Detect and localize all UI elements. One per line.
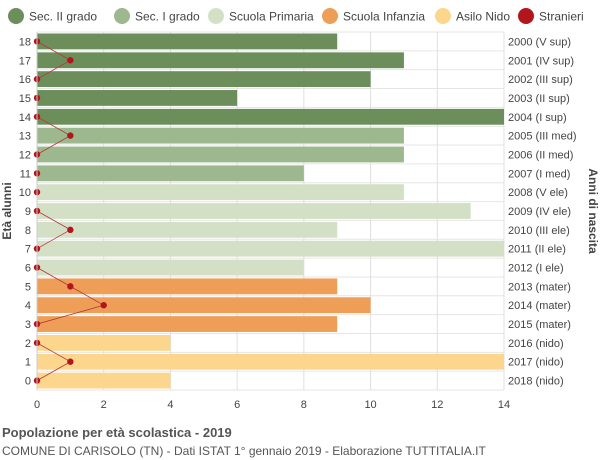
age-label: 17 xyxy=(19,55,31,67)
legend-marker-5 xyxy=(518,8,534,24)
age-label: 6 xyxy=(25,263,31,275)
stranieri-point xyxy=(100,302,107,309)
chart-subtitle: COMUNE DI CARISOLO (TN) - Dati ISTAT 1° … xyxy=(2,444,486,458)
legend-label-4: Asilo Nido xyxy=(456,10,510,24)
bar xyxy=(37,33,338,50)
birth-year-label: 2014 (mater) xyxy=(508,300,571,312)
birth-year-label: 2011 (II ele) xyxy=(508,244,566,256)
birth-year-label: 2012 (I ele) xyxy=(508,263,564,275)
x-tick-label: 2 xyxy=(101,399,107,411)
age-label: 2 xyxy=(25,338,31,350)
birth-year-label: 2009 (IV ele) xyxy=(508,206,571,218)
birth-year-label: 2004 (I sup) xyxy=(508,112,567,124)
bar xyxy=(37,52,404,69)
x-tick-label: 0 xyxy=(34,399,40,411)
bar xyxy=(37,259,304,276)
age-label: 0 xyxy=(25,376,31,388)
birth-year-label: 2000 (V sup) xyxy=(508,36,571,48)
age-label: 5 xyxy=(25,281,31,293)
age-label: 8 xyxy=(25,225,31,237)
x-tick-label: 6 xyxy=(234,399,240,411)
bar xyxy=(37,108,504,125)
bar xyxy=(37,278,338,295)
birth-year-label: 2006 (II med) xyxy=(508,149,573,161)
x-tick-label: 4 xyxy=(167,399,173,411)
birth-year-label: 2016 (nido) xyxy=(508,338,564,350)
age-label: 15 xyxy=(19,93,31,105)
age-label: 14 xyxy=(19,112,31,124)
age-label: 16 xyxy=(19,74,31,86)
birth-year-label: 2003 (II sup) xyxy=(508,93,570,105)
age-label: 11 xyxy=(20,168,31,180)
bar xyxy=(37,353,504,370)
bar xyxy=(37,165,304,182)
birth-year-label: 2008 (V ele) xyxy=(508,187,568,199)
legend-label-2: Scuola Primaria xyxy=(229,10,314,24)
x-tick-label: 10 xyxy=(364,399,376,411)
bar xyxy=(37,146,404,163)
legend-marker-1 xyxy=(114,8,130,24)
birth-year-label: 2001 (IV sup) xyxy=(508,55,574,67)
birth-year-label: 2013 (mater) xyxy=(508,281,571,293)
bar xyxy=(37,334,171,351)
birth-year-label: 2007 (I med) xyxy=(508,168,570,180)
bar xyxy=(37,372,171,389)
age-label: 7 xyxy=(25,244,31,256)
age-label: 12 xyxy=(19,149,31,161)
bar xyxy=(37,316,338,332)
chart-title: Popolazione per età scolastica - 2019 xyxy=(2,425,232,440)
population-chart: Sec. II grado Sec. I grado Scuola Primaria… xyxy=(0,8,600,411)
stranieri-point xyxy=(67,283,74,290)
stranieri-point xyxy=(67,132,74,139)
bar xyxy=(37,127,404,144)
birth-year-label: 2002 (III sup) xyxy=(508,74,573,86)
legend-marker-4 xyxy=(435,8,451,24)
stranieri-point xyxy=(67,358,74,365)
age-label: 9 xyxy=(25,206,31,218)
bar xyxy=(37,240,504,257)
stranieri-point xyxy=(67,57,74,64)
bar xyxy=(37,203,471,219)
age-label: 18 xyxy=(19,36,31,48)
bar xyxy=(37,221,338,238)
y-axis-title-right: Anni di nascita xyxy=(586,168,600,254)
legend-label-0: Sec. II grado xyxy=(29,10,97,24)
legend-label-5: Stranieri xyxy=(539,10,584,24)
x-tick-label: 8 xyxy=(301,399,307,411)
age-label: 10 xyxy=(19,187,31,199)
age-label: 1 xyxy=(25,357,31,369)
legend-label-1: Sec. I grado xyxy=(135,10,200,24)
birth-year-label: 2010 (III ele) xyxy=(508,225,570,237)
legend-marker-2 xyxy=(208,8,224,24)
legend-marker-3 xyxy=(322,8,338,24)
stranieri-point xyxy=(67,226,74,234)
birth-year-label: 2005 (III med) xyxy=(508,131,576,143)
x-tick-label: 14 xyxy=(498,399,510,411)
birth-year-label: 2018 (nido) xyxy=(508,376,564,388)
birth-year-label: 2017 (nido) xyxy=(508,357,564,369)
age-label: 3 xyxy=(25,319,31,331)
bar xyxy=(37,297,371,314)
bar xyxy=(37,90,238,106)
bar xyxy=(37,184,404,201)
x-tick-label: 12 xyxy=(431,399,443,411)
bar xyxy=(37,71,371,88)
birth-year-label: 2015 (mater) xyxy=(508,319,571,331)
legend-label-3: Scuola Infanzia xyxy=(343,10,425,24)
y-axis-title-left: Età alunni xyxy=(0,182,14,239)
age-label: 4 xyxy=(25,300,31,312)
legend-marker-0 xyxy=(8,8,24,24)
age-label: 13 xyxy=(19,131,31,143)
